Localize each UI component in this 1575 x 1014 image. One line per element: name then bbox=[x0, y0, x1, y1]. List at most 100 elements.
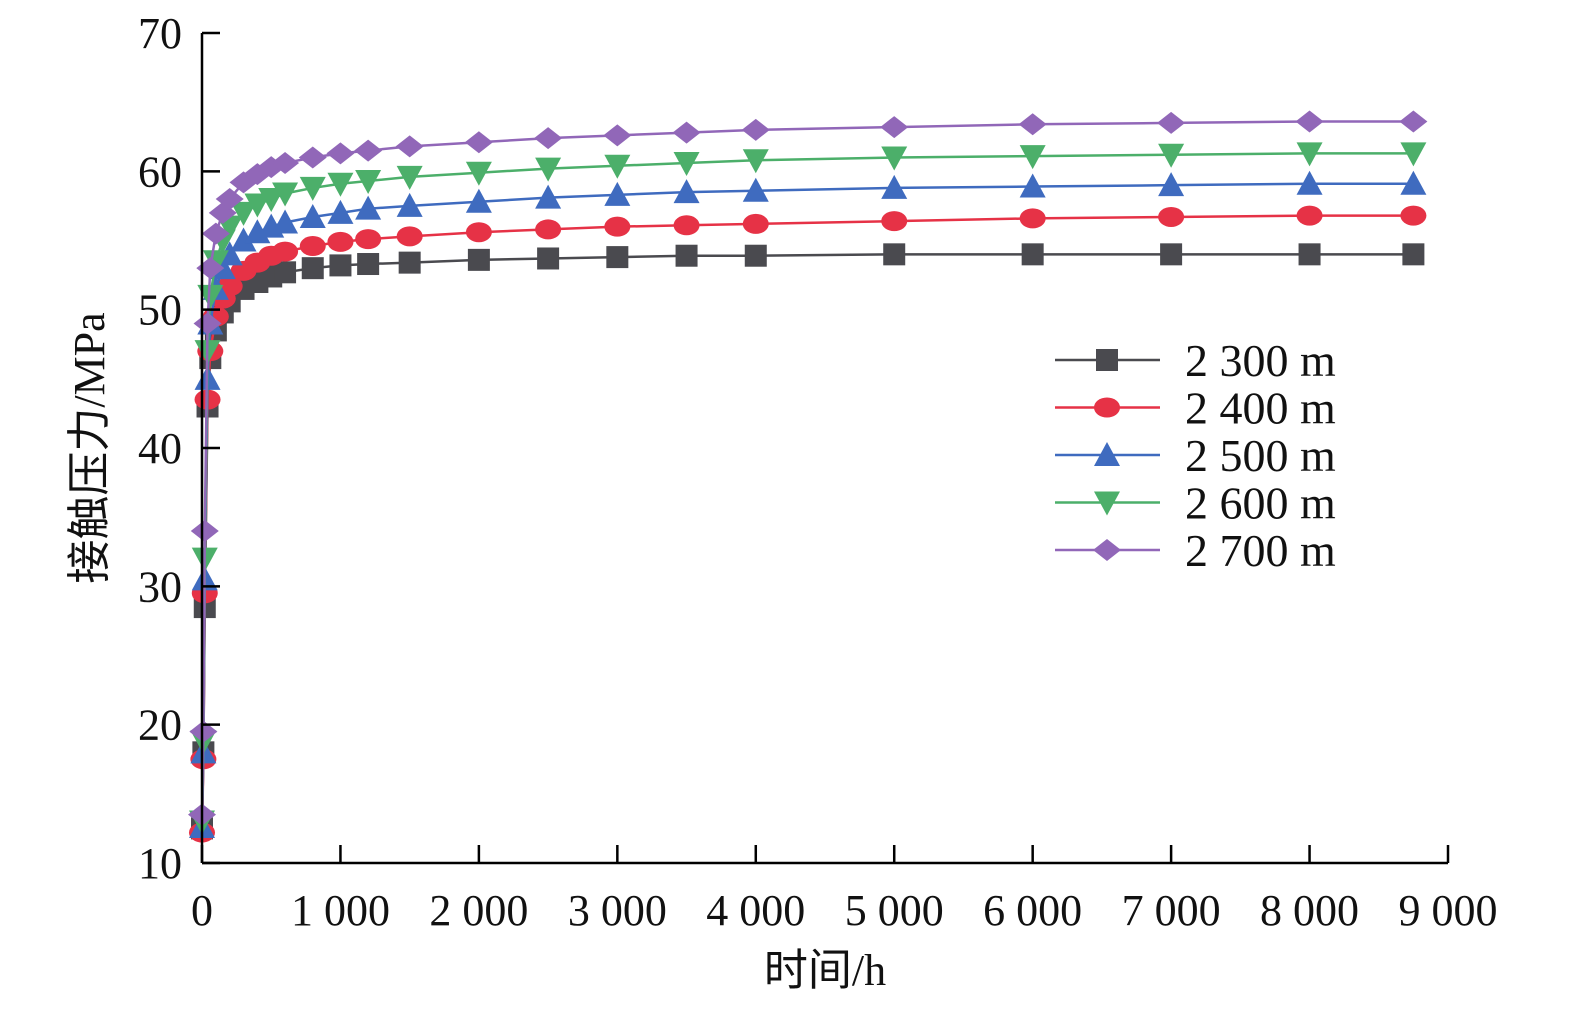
legend-label: 2 700 m bbox=[1185, 525, 1336, 576]
data-point bbox=[1400, 142, 1427, 167]
data-point bbox=[327, 199, 354, 224]
data-point bbox=[1158, 206, 1185, 227]
x-axis-label: 时间/h bbox=[764, 946, 886, 995]
data-point bbox=[329, 254, 352, 277]
data-point bbox=[271, 152, 300, 175]
data-point bbox=[465, 222, 492, 243]
data-point bbox=[395, 135, 424, 158]
data-point bbox=[465, 188, 492, 213]
data-point bbox=[534, 127, 563, 150]
data-point bbox=[299, 203, 326, 228]
data-point bbox=[215, 188, 244, 210]
legend-item: 2 500 m bbox=[1055, 430, 1336, 481]
data-point bbox=[272, 182, 299, 207]
data-point bbox=[881, 146, 908, 171]
legend-item: 2 600 m bbox=[1055, 478, 1336, 529]
data-point bbox=[230, 201, 257, 226]
y-tick-label: 70 bbox=[138, 9, 182, 58]
x-tick-label: 2 000 bbox=[429, 886, 528, 935]
y-tick-label: 40 bbox=[138, 424, 182, 473]
x-tick-label: 8 000 bbox=[1260, 886, 1359, 935]
legend-marker bbox=[1094, 397, 1120, 418]
data-point bbox=[396, 192, 423, 217]
data-point bbox=[1021, 243, 1044, 266]
y-axis-label: 接触压力/MPa bbox=[65, 312, 114, 583]
data-point bbox=[396, 165, 423, 190]
data-point bbox=[673, 215, 700, 236]
data-point bbox=[742, 177, 769, 202]
legend-item: 2 400 m bbox=[1055, 383, 1336, 434]
data-point bbox=[396, 226, 423, 247]
data-point bbox=[742, 213, 769, 234]
data-point bbox=[258, 188, 285, 212]
data-point bbox=[673, 152, 700, 177]
legend-marker bbox=[1093, 539, 1121, 561]
legend-label: 2 400 m bbox=[1185, 383, 1336, 434]
data-point bbox=[1157, 111, 1186, 134]
data-point bbox=[1158, 143, 1185, 168]
x-tick-label: 6 000 bbox=[983, 886, 1082, 935]
legend-label: 2 600 m bbox=[1185, 478, 1336, 529]
data-point bbox=[673, 179, 700, 204]
data-point bbox=[1295, 110, 1324, 133]
data-point bbox=[535, 157, 562, 182]
data-point bbox=[354, 139, 383, 162]
axes: 10 20 30 40 50 60 70 0 1 000 2 000 3 000 4 000 5 000… bbox=[138, 9, 1498, 935]
series-layer bbox=[188, 110, 1428, 843]
data-point bbox=[744, 244, 767, 267]
data-point bbox=[299, 176, 326, 201]
y-tick-label: 60 bbox=[138, 147, 182, 196]
data-point bbox=[201, 222, 230, 245]
data-point bbox=[675, 244, 698, 267]
data-point bbox=[883, 243, 906, 266]
data-point bbox=[1399, 110, 1428, 133]
legend-item: 2 300 m bbox=[1055, 335, 1336, 386]
y-tick-label: 50 bbox=[138, 286, 182, 335]
data-point bbox=[244, 193, 271, 218]
x-tick-label: 9 000 bbox=[1399, 886, 1498, 935]
data-point bbox=[298, 146, 327, 169]
x-tick-label: 0 bbox=[191, 886, 213, 935]
data-point bbox=[604, 216, 631, 237]
data-point bbox=[1296, 142, 1323, 167]
data-point bbox=[603, 124, 632, 147]
x-tick-label: 1 000 bbox=[291, 886, 390, 935]
x-tick-label: 3 000 bbox=[568, 886, 667, 935]
data-point bbox=[1019, 173, 1046, 198]
data-point bbox=[326, 142, 355, 165]
data-point bbox=[606, 246, 629, 269]
data-point bbox=[535, 219, 562, 240]
data-point bbox=[604, 181, 631, 206]
data-point bbox=[1160, 243, 1183, 266]
x-tick-label: 4 000 bbox=[706, 886, 805, 935]
data-point bbox=[272, 241, 299, 262]
legend-marker bbox=[1096, 349, 1118, 371]
data-point bbox=[355, 170, 382, 195]
data-point bbox=[1296, 205, 1323, 226]
data-point bbox=[189, 720, 218, 743]
data-point bbox=[357, 253, 380, 276]
data-point bbox=[327, 231, 354, 252]
data-point bbox=[465, 161, 492, 186]
x-tick-label: 7 000 bbox=[1122, 886, 1221, 935]
data-point bbox=[272, 209, 299, 234]
legend-item: 2 700 m bbox=[1055, 525, 1336, 576]
data-point bbox=[299, 236, 326, 257]
data-point bbox=[1298, 243, 1321, 266]
data-point bbox=[672, 121, 701, 144]
data-point bbox=[535, 184, 562, 209]
data-point bbox=[1296, 170, 1323, 195]
data-point bbox=[327, 172, 354, 197]
data-point bbox=[193, 312, 222, 335]
data-point bbox=[197, 284, 224, 309]
legend-label: 2 500 m bbox=[1185, 430, 1336, 481]
data-point bbox=[1019, 145, 1046, 170]
y-tick-label: 10 bbox=[138, 839, 182, 888]
data-point bbox=[355, 195, 382, 220]
data-point bbox=[355, 229, 382, 250]
data-point bbox=[1402, 243, 1425, 266]
data-point bbox=[741, 118, 770, 141]
data-point bbox=[1400, 205, 1427, 226]
data-point bbox=[467, 248, 490, 271]
data-point bbox=[881, 211, 908, 232]
